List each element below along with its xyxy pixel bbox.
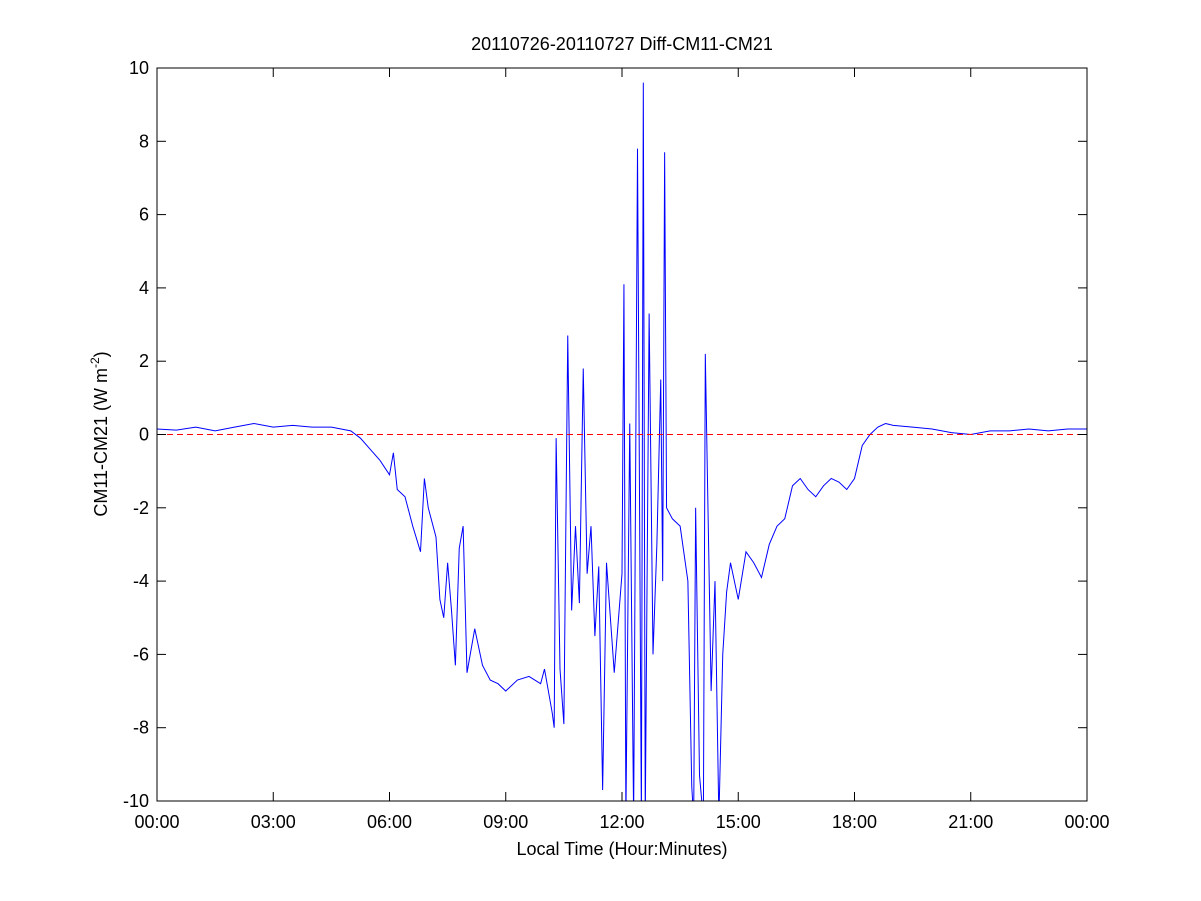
x-tick-label: 18:00	[832, 812, 877, 832]
y-axis-label-sup: -2	[88, 357, 102, 368]
y-tick-label: 0	[139, 425, 149, 445]
y-tick-label: -6	[133, 644, 149, 664]
y-axis-label-suffix: )	[91, 351, 111, 357]
x-tick-label: 09:00	[483, 812, 528, 832]
plot-area	[157, 82, 1087, 801]
chart-title: 20110726-20110727 Diff-CM11-CM21	[471, 34, 773, 54]
x-tick-label: 00:00	[134, 812, 179, 832]
y-axis-label-text: CM11-CM21 (W m	[91, 368, 111, 517]
data-line	[157, 82, 1087, 801]
x-tick-label: 03:00	[251, 812, 296, 832]
y-tick-label: 10	[129, 58, 149, 78]
x-tick-label: 00:00	[1064, 812, 1109, 832]
x-axis-label: Local Time (Hour:Minutes)	[516, 839, 727, 859]
x-tick-label: 21:00	[948, 812, 993, 832]
y-tick-label: 4	[139, 278, 149, 298]
x-tick-label: 12:00	[599, 812, 644, 832]
y-tick-label: -2	[133, 498, 149, 518]
x-tick-label: 06:00	[367, 812, 412, 832]
y-tick-label: 6	[139, 205, 149, 225]
y-tick-label: -10	[123, 791, 149, 811]
x-tick-label: 15:00	[716, 812, 761, 832]
y-tick-label: -4	[133, 571, 149, 591]
y-tick-label: 8	[139, 131, 149, 151]
y-tick-label: -8	[133, 718, 149, 738]
y-tick-label: 2	[139, 351, 149, 371]
y-axis-label: CM11-CM21 (W m-2)	[88, 351, 111, 516]
